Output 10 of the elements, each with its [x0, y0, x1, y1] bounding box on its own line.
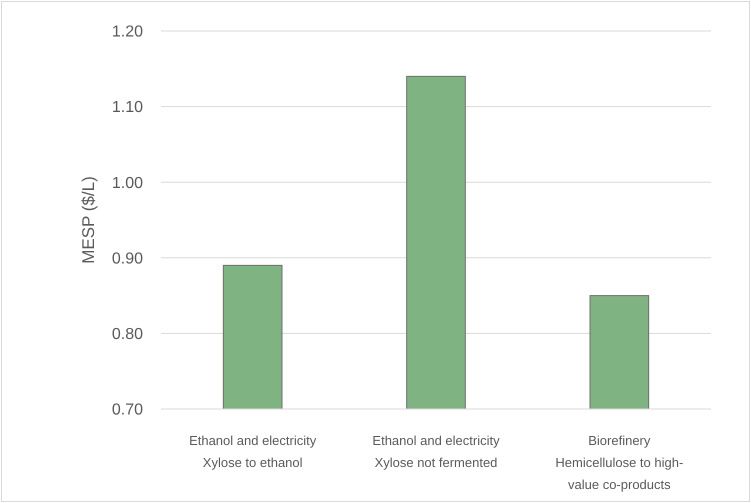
x-tick-label: Ethanol and electricity Xylose to ethanol	[189, 433, 317, 470]
y-axis-title: MESP ($/L)	[79, 176, 98, 264]
y-tick-label: 1.10	[112, 99, 144, 116]
y-tick-label: 0.70	[112, 402, 144, 419]
x-tick-label: Ethanol and electricity Xylose not fermented	[372, 433, 500, 470]
y-tick-label: 1.00	[112, 174, 144, 192]
y-tick-label: 1.20	[112, 24, 144, 41]
x-tick-label: Biorefinery Hemicellulose to high- value co-products	[555, 433, 684, 492]
y-tick-label: 0.90	[112, 250, 144, 268]
y-tick-label: 0.80	[112, 326, 144, 343]
